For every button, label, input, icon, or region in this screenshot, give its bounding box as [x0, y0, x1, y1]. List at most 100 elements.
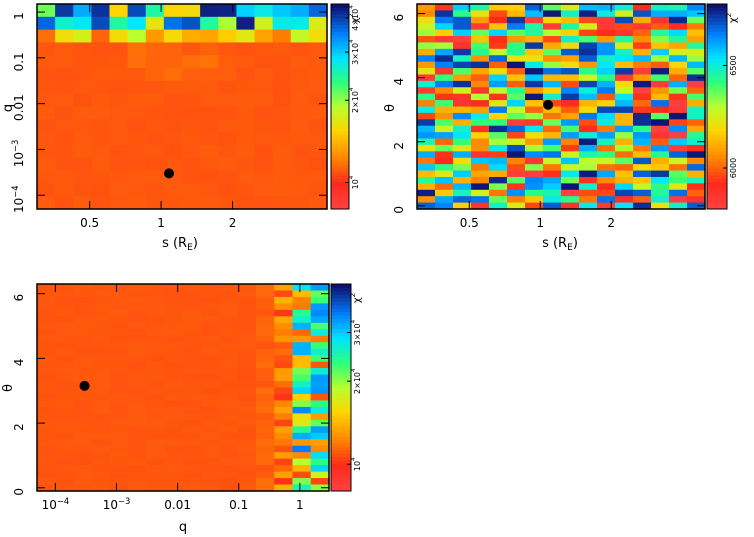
heatmap-cell [310, 355, 330, 363]
heatmap-cell [453, 151, 472, 159]
heatmap-cell [91, 432, 111, 440]
heatmap-cell [417, 61, 436, 69]
colorbar-segment [707, 65, 727, 70]
heatmap-cell [218, 4, 237, 18]
heatmap-cell [146, 478, 166, 486]
heatmap-cell [561, 42, 580, 50]
heatmap-cell [507, 132, 526, 140]
heatmap-cell [128, 316, 148, 324]
heatmap-cell [110, 322, 129, 330]
heatmap-cell [507, 74, 526, 82]
heatmap-cell [417, 119, 436, 127]
heatmap-cell [471, 68, 490, 76]
heatmap-cell [453, 183, 472, 191]
heatmap-cell [687, 132, 706, 140]
heatmap-cell [633, 55, 652, 63]
colorbar-segment [331, 366, 351, 371]
colorbar-segment [331, 198, 349, 203]
heatmap-cell [579, 80, 598, 88]
heatmap-cell [687, 151, 706, 159]
colorbar-segment [331, 27, 349, 32]
heatmap-cell [163, 55, 183, 69]
heatmap-cell [201, 478, 221, 486]
heatmap-cell [73, 361, 93, 369]
colorbar-segment [331, 428, 351, 433]
heatmap-cell [146, 458, 166, 466]
heatmap-cell [489, 202, 508, 210]
colorbar-segment [331, 304, 351, 309]
heatmap-cell [290, 29, 310, 44]
colorbar-segment [331, 202, 349, 207]
heatmap-cell [633, 144, 652, 152]
heatmap-cell [37, 309, 56, 317]
heatmap-cell [201, 355, 221, 363]
heatmap-cell [561, 100, 580, 108]
heatmap-cell [145, 80, 165, 95]
colorbar-segment [331, 384, 351, 388]
heatmap-cell [525, 10, 544, 18]
heatmap-cell [435, 68, 454, 76]
colorbar-segment [331, 92, 349, 97]
heatmap-cell [453, 132, 472, 140]
heatmap-cell [163, 132, 183, 146]
heatmap-cell [91, 335, 111, 343]
heatmap-cell [525, 106, 544, 114]
colorbar-segment [331, 82, 349, 87]
colorbar-segment [707, 130, 727, 135]
heatmap-cell [471, 202, 490, 210]
heatmap-cell [290, 170, 310, 184]
heatmap-cell [37, 400, 56, 408]
heatmap-cell [597, 29, 616, 37]
heatmap-cell [146, 322, 166, 330]
heatmap-cell [254, 68, 274, 82]
colorbar-segment [707, 14, 727, 19]
heatmap-cell [669, 144, 688, 152]
heatmap-cell [272, 170, 292, 184]
heatmap-cell [507, 151, 526, 159]
heatmap-cell [435, 164, 454, 172]
colorbar-segment [707, 34, 727, 39]
heatmap-cell [687, 106, 706, 114]
heatmap-cell [507, 157, 526, 165]
heatmap-cell [292, 484, 312, 492]
heatmap-cell [687, 42, 706, 50]
heatmap-cell [73, 335, 93, 343]
heatmap-cell [435, 106, 454, 114]
heatmap-cell [308, 93, 328, 108]
heatmap-cell [615, 55, 634, 63]
heatmap-cell [164, 381, 184, 389]
heatmap-cell [453, 157, 472, 165]
heatmap-cell [164, 393, 184, 402]
heatmap-cell [37, 157, 56, 172]
heatmap-cell [91, 322, 111, 330]
heatmap-cell [91, 381, 111, 389]
heatmap-cell [73, 196, 92, 210]
heatmap-cell [543, 80, 562, 88]
heatmap-cell [256, 348, 275, 356]
heatmap-cell [310, 329, 330, 337]
heatmap-cell [669, 29, 688, 37]
y-tick-label: 0.1 [12, 52, 26, 71]
heatmap-cell [272, 119, 292, 133]
heatmap-cell [37, 458, 56, 466]
heatmap-cell [274, 452, 294, 460]
colorbar-segment [331, 34, 349, 39]
heatmap-cell [37, 381, 56, 389]
heatmap-cell [110, 393, 129, 402]
heatmap-cell [73, 296, 93, 305]
heatmap-cell [435, 55, 454, 63]
heatmap-cell [109, 106, 129, 120]
heatmap-cell [597, 138, 616, 146]
heatmap-cell [218, 170, 237, 184]
heatmap-cell [201, 445, 221, 453]
x-axis-label: s (RE) [162, 236, 198, 253]
heatmap-cell [146, 316, 166, 324]
heatmap-cell [200, 144, 219, 159]
heatmap-cell [687, 55, 706, 63]
heatmap-cell [164, 316, 184, 324]
heatmap-cell [200, 16, 219, 31]
heatmap-cell [290, 183, 310, 197]
heatmap-cell [219, 445, 239, 453]
